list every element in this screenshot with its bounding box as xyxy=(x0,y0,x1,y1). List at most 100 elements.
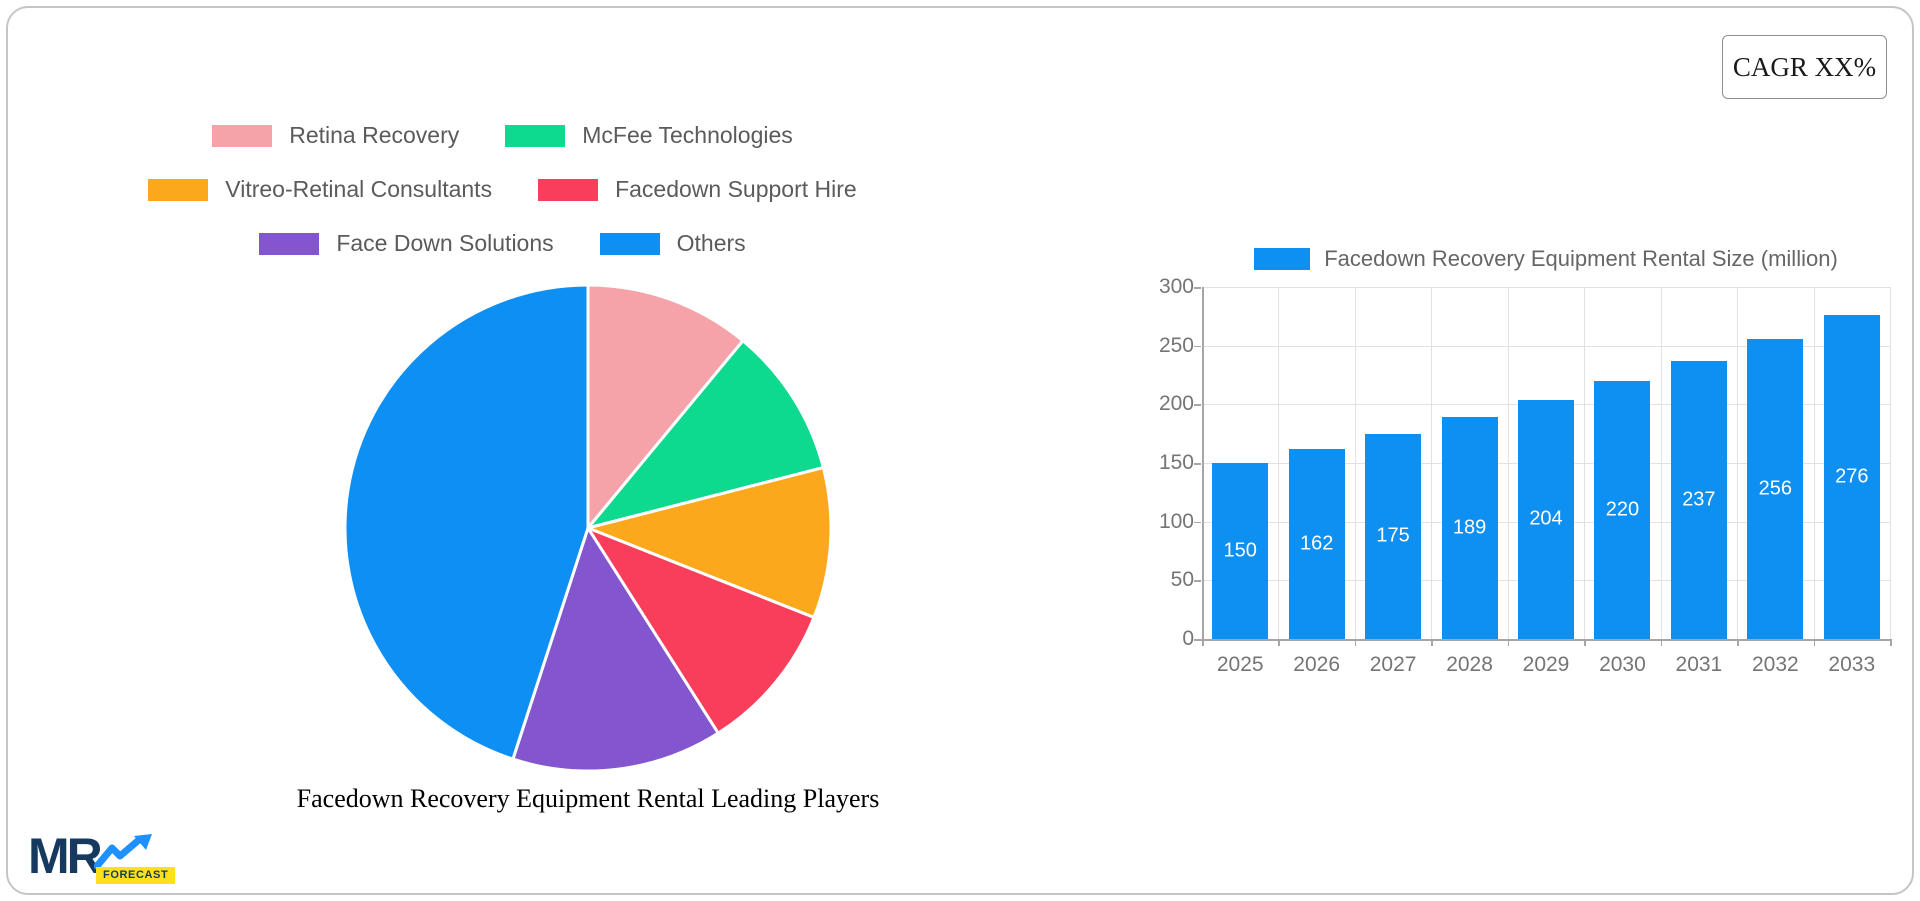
x-axis-tick-mark xyxy=(1813,639,1816,646)
bar-value-label: 256 xyxy=(1758,477,1793,500)
pie-slice xyxy=(586,466,833,619)
y-axis-tick-label: 300 xyxy=(1158,275,1194,298)
mr-forecast-logo: MR FORECAST xyxy=(28,828,176,890)
legend-label: Face Down Solutions xyxy=(336,230,554,256)
bar xyxy=(1365,433,1422,639)
bar xyxy=(1594,380,1651,639)
bar-chart: Facedown Recovery Equipment Rental Size … xyxy=(1100,230,1910,700)
bar-legend-label: Facedown Recovery Equipment Rental Size … xyxy=(1324,246,1838,271)
x-axis-category-label: 2028 xyxy=(1446,653,1493,676)
x-axis-category-label: 2032 xyxy=(1751,653,1799,676)
legend-label: Vitreo-Retinal Consultants xyxy=(225,176,493,202)
legend-swatch xyxy=(505,124,566,147)
gridline-vertical xyxy=(1737,287,1739,639)
bar xyxy=(1212,463,1269,639)
gridline-vertical xyxy=(1431,287,1433,639)
x-axis-category-label: 2033 xyxy=(1828,653,1876,676)
x-axis-tick-mark xyxy=(1890,639,1892,646)
x-axis-line xyxy=(1194,639,1892,641)
trend-arrow-icon xyxy=(94,834,152,870)
bar xyxy=(1670,360,1727,639)
gridline-horizontal xyxy=(1202,287,1890,288)
x-axis-tick-mark xyxy=(1354,639,1357,646)
y-axis-tick-label: 200 xyxy=(1158,392,1194,416)
y-axis-tick-mark xyxy=(1194,345,1201,348)
bar xyxy=(1823,315,1880,639)
pie-legend-item: Facedown Support Hire xyxy=(538,176,857,203)
gridline-vertical xyxy=(1507,287,1509,639)
cagr-badge: CAGR XX% xyxy=(1722,35,1887,99)
x-axis-tick-mark xyxy=(1507,639,1510,646)
x-axis-tick-mark xyxy=(1431,639,1433,646)
x-axis-category-label: 2031 xyxy=(1675,653,1723,676)
bar-value-label: 150 xyxy=(1223,539,1257,562)
gridline-vertical xyxy=(1660,287,1662,639)
gridline-vertical xyxy=(1354,287,1356,639)
pie-legend-item: Vitreo-Retinal Consultants xyxy=(148,176,492,203)
gridline-vertical xyxy=(1278,287,1280,639)
y-axis-tick-mark xyxy=(1194,580,1201,582)
pie-legend: Retina Recovery McFee Technologies Vitreo-… xyxy=(115,122,890,257)
pie-legend-item: McFee Technologies xyxy=(505,122,793,149)
pie-slice xyxy=(511,526,720,773)
pie-slice xyxy=(586,526,816,735)
pie-slice xyxy=(586,283,745,530)
legend-swatch xyxy=(538,178,599,201)
y-axis-tick-mark xyxy=(1194,404,1201,406)
bar-value-label: 162 xyxy=(1299,532,1334,555)
legend-swatch xyxy=(599,232,660,255)
x-axis-category-label: 2027 xyxy=(1369,653,1417,676)
bar-value-label: 189 xyxy=(1452,516,1487,539)
x-axis-category-label: 2030 xyxy=(1599,653,1646,676)
y-axis-tick-mark xyxy=(1194,287,1201,289)
bar xyxy=(1441,417,1498,639)
bar-value-label: 204 xyxy=(1529,507,1563,530)
legend-label: Retina Recovery xyxy=(289,122,460,148)
legend-swatch xyxy=(148,178,209,201)
bar-value-label: 220 xyxy=(1605,498,1640,521)
y-axis-tick-label: 250 xyxy=(1158,333,1194,357)
gridline-vertical xyxy=(1890,287,1891,639)
pie-legend-item: Face Down Solutions xyxy=(259,230,554,257)
x-axis-tick-mark xyxy=(1278,639,1280,646)
x-axis-category-label: 2025 xyxy=(1216,653,1264,676)
y-axis-tick-label: 0 xyxy=(1182,627,1194,650)
legend-label: McFee Technologies xyxy=(582,122,793,148)
gridline-vertical xyxy=(1813,287,1815,639)
legend-swatch xyxy=(212,124,273,147)
bar xyxy=(1288,448,1345,639)
pie-chart-title: Facedown Recovery Equipment Rental Leadi… xyxy=(296,784,880,813)
pie-legend-item: Retina Recovery xyxy=(212,122,459,149)
logo-forecast-badge: FORECAST xyxy=(96,867,176,884)
y-axis-line xyxy=(1202,287,1204,645)
x-axis-category-label: 2029 xyxy=(1522,653,1570,676)
bar-value-label: 276 xyxy=(1835,465,1869,488)
pie-slice xyxy=(343,283,590,761)
y-axis-tick-label: 50 xyxy=(1170,568,1194,592)
bar xyxy=(1518,399,1574,639)
bar xyxy=(1747,338,1804,639)
y-axis-tick-mark xyxy=(1194,521,1201,524)
logo-mr-text: MR xyxy=(28,828,103,884)
legend-label: Facedown Support Hire xyxy=(615,176,857,202)
pie-legend-row: Face Down Solutions Others xyxy=(115,230,890,257)
y-axis-tick-label: 150 xyxy=(1158,451,1194,474)
x-axis-tick-mark xyxy=(1737,639,1739,646)
bar-chart-legend: Facedown Recovery Equipment Rental Size … xyxy=(1202,246,1890,272)
pie-legend-row: Vitreo-Retinal Consultants Facedown Suppo… xyxy=(115,176,890,203)
legend-label: Others xyxy=(676,230,746,256)
cagr-label: CAGR XX% xyxy=(1732,51,1877,82)
legend-swatch xyxy=(259,232,320,255)
x-axis-tick-mark xyxy=(1584,639,1586,646)
bar-legend-swatch xyxy=(1254,248,1311,270)
x-axis-category-label: 2026 xyxy=(1293,653,1341,676)
bar-value-label: 237 xyxy=(1682,488,1716,511)
gridline-vertical xyxy=(1584,287,1586,639)
y-axis-tick-mark xyxy=(1194,463,1201,465)
pie-legend-row: Retina Recovery McFee Technologies xyxy=(115,122,890,149)
pie-chart xyxy=(343,283,833,773)
bar-value-label: 175 xyxy=(1376,524,1410,547)
gridline-horizontal xyxy=(1202,345,1890,347)
x-axis-tick-mark xyxy=(1660,639,1663,646)
